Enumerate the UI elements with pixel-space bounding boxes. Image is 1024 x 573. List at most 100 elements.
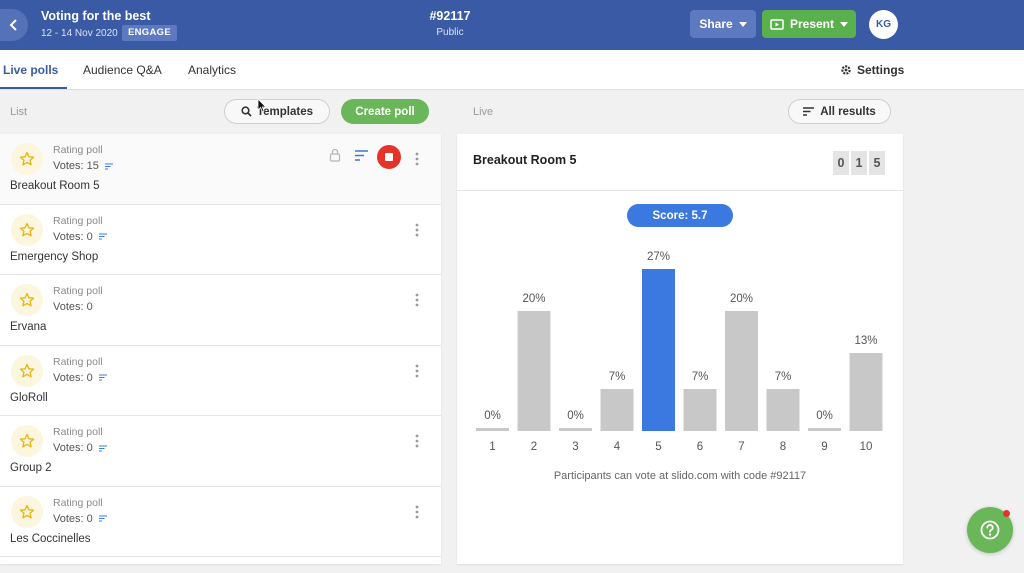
avatar[interactable]: KG [869,10,898,39]
sort-icon [104,162,113,170]
sort-icon [98,233,107,240]
lock-icon[interactable] [329,148,341,162]
poll-list: Rating poll Votes: 15 Breakout Room 5 Ra… [0,134,441,564]
bar-value-label: 13% [854,335,877,347]
x-tick-label: 9 [821,441,827,453]
kebab-icon[interactable] [410,503,424,521]
poll-votes-row: Votes: 0 [53,231,107,243]
poll-item[interactable]: Rating poll Votes: 0 Les Coccinelles [0,487,441,557]
present-icon [770,18,784,30]
star-icon [11,495,43,528]
vote-digit: 5 [869,151,885,175]
x-tick-label: 6 [697,441,703,453]
kebab-icon[interactable] [410,150,424,168]
chart-bar [725,311,758,431]
poll-item[interactable]: Rating poll Votes: 0 Ervana [0,275,441,346]
sort-icon [803,107,815,116]
stop-button[interactable] [377,145,401,169]
poll-title: Breakout Room 5 [10,180,100,192]
bar-value-label: 0% [816,410,833,422]
poll-item[interactable]: Rating poll Votes: 15 Breakout Room 5 [0,134,441,205]
poll-type: Rating poll [53,426,103,438]
poll-votes-row: Votes: 0 [53,442,107,454]
star-icon [11,284,43,316]
chart-bar [642,269,675,431]
results-chart: 0%120%20%37%427%57%620%77%80%913%10 [476,251,883,453]
poll-title: Group 2 [10,462,52,474]
poll-votes: Votes: 0 [53,512,93,525]
bar-value-label: 0% [567,410,584,422]
sort-icon [98,444,107,452]
x-tick-label: 3 [572,441,578,453]
poll-type: Rating poll [53,496,103,509]
bar-value-label: 0% [484,410,501,422]
templates-button[interactable]: Templates [224,99,330,124]
event-privacy: Public [436,27,464,38]
event-title[interactable]: Voting for the best [41,9,151,23]
caret-down-icon [738,21,747,27]
top-bar: Voting for the best 12 - 14 Nov 2020 ENG… [0,0,1024,50]
poll-item[interactable]: Rating poll Votes: 0 GloRoll [0,346,441,416]
poll-votes-row: Votes: 15 [53,160,113,172]
tab-live-polls[interactable]: Live polls [0,50,67,89]
all-results-button[interactable]: All results [788,99,891,124]
live-poll-title: Breakout Room 5 [473,153,577,167]
settings-button[interactable]: Settings [840,50,904,90]
poll-title: Les Coccinelles [10,532,91,545]
event-code: #92117 [429,9,471,23]
sort-icon [98,515,107,522]
kebab-icon[interactable] [410,291,424,309]
present-button[interactable]: Present [762,10,856,38]
gear-icon [841,65,851,75]
list-label: List [10,106,28,118]
kebab-icon[interactable] [410,432,424,450]
chart-bar [476,428,509,431]
poll-votes: Votes: 0 [53,230,93,243]
x-tick-label: 7 [738,441,744,453]
search-icon [241,106,252,117]
poll-item[interactable]: Rating poll Votes: 0 Group 2 [0,416,441,487]
back-button[interactable] [0,9,28,41]
share-button[interactable]: Share [690,10,756,38]
poll-type: Rating poll [53,355,103,368]
notification-dot [1003,510,1010,517]
chart-bar [849,353,883,431]
mouse-cursor-icon [257,98,267,113]
bar-value-label: 7% [609,371,626,383]
sort-icon[interactable] [355,150,368,161]
create-poll-button[interactable]: Create poll [341,99,429,124]
tab-audience-qa[interactable]: Audience Q&A [83,63,162,77]
event-dates: 12 - 14 Nov 2020 [41,28,118,39]
bar-value-label: 7% [692,371,709,383]
settings-label: Settings [857,63,905,77]
poll-title: GloRoll [10,391,48,404]
live-label: Live [473,106,494,118]
chart-bar [600,389,634,431]
poll-type: Rating poll [53,144,103,156]
poll-votes-row: Votes: 0 [53,513,107,525]
participation-footnote: Participants can vote at slido.com with … [553,470,807,482]
star-icon [11,213,43,246]
all-results-label: All results [820,105,876,118]
vote-digit: 1 [851,151,867,175]
star-icon [11,143,43,175]
kebab-icon[interactable] [410,362,424,380]
vote-digit: 0 [833,151,849,175]
x-tick-label: 5 [655,441,661,453]
share-label: Share [699,17,733,31]
poll-item[interactable]: Rating poll Votes: 0 Emergency Shop [0,205,441,275]
chevron-left-icon [9,19,17,31]
tab-analytics[interactable]: Analytics [188,63,237,77]
poll-title: Emergency Shop [10,250,99,263]
star-icon [11,354,43,387]
vote-counter: 0 1 5 [833,151,885,175]
score-badge: Score: 5.7 [627,204,733,227]
kebab-icon[interactable] [410,221,424,239]
poll-type: Rating poll [53,214,103,227]
poll-type: Rating poll [53,285,103,297]
poll-votes-row: Votes: 0 [53,372,107,384]
poll-votes-row: Votes: 0 [53,301,93,313]
poll-title: Ervana [10,321,47,333]
bar-value-label: 7% [775,371,792,383]
x-tick-label: 4 [614,441,621,453]
